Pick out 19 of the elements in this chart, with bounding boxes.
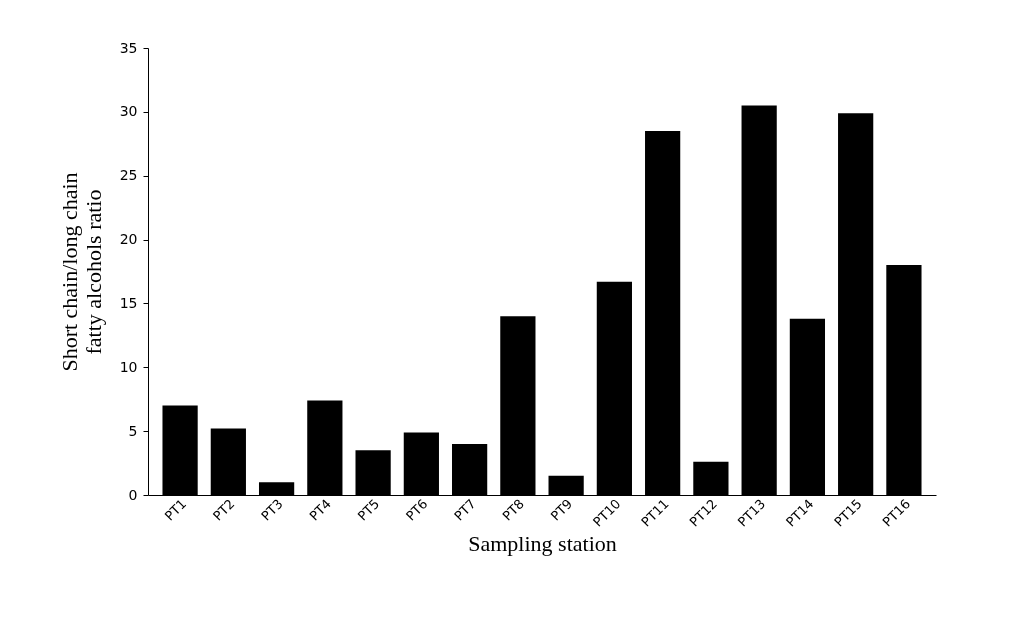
y-tick-label: 10 [119,358,138,375]
y-tick-label: 20 [119,231,138,248]
x-tick-label: PT5 [354,496,383,524]
x-axis-title: Sampling station [468,530,617,556]
x-tick-label: PT3 [258,496,286,524]
y-tick-label: 35 [119,39,138,56]
y-axis-title: Short chain/long chain fatty alcohols ratio [56,172,106,372]
x-tick-label: PT7 [451,496,479,524]
x-tick-label: PT1 [161,496,190,524]
x-tick-label: PT9 [547,496,576,524]
y-tick-label: 30 [119,103,138,120]
y-tick-label: 25 [119,167,138,184]
x-tick-label: PT6 [402,496,431,524]
x-tick-label: PT2 [209,496,238,524]
y-tick-label: 15 [119,294,138,311]
x-tick-label: PT4 [306,496,335,524]
y-tick-label: 0 [128,486,138,503]
y-tick-label: 5 [128,422,138,439]
x-tick-label: PT8 [499,496,528,524]
